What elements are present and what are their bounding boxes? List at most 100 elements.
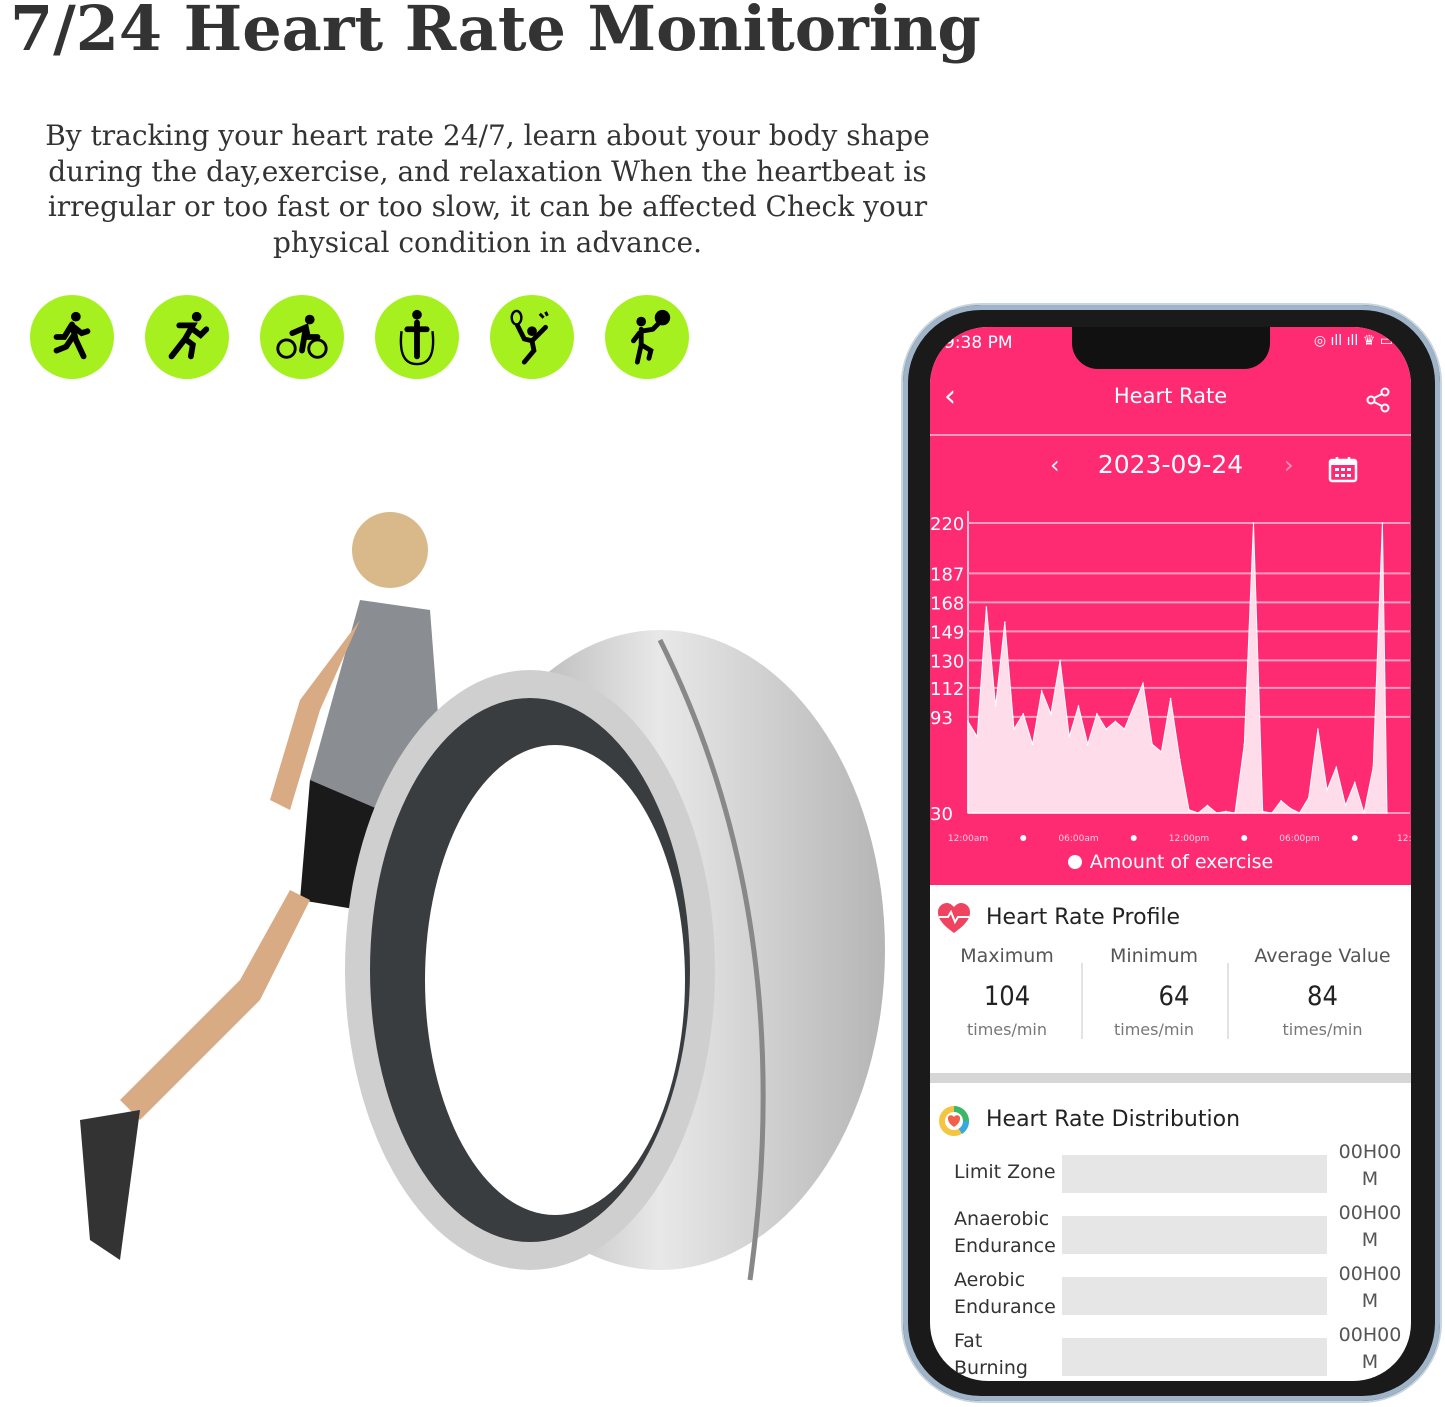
jump-rope-icon <box>375 295 459 379</box>
back-button[interactable]: ‹ <box>944 379 956 414</box>
stat-maximum: Maximum 104 times/min <box>932 945 1082 1039</box>
data-point <box>1132 705 1135 707</box>
y-tick-label: 30 <box>930 804 953 825</box>
zone-row: Aerobic Endurance 00H00 M <box>954 1263 1411 1335</box>
data-point <box>1363 812 1365 814</box>
data-point <box>1022 712 1025 715</box>
zone-value: 00H00 M <box>1338 1324 1402 1373</box>
y-tick-label: 168 <box>930 593 964 614</box>
status-icons: ◎ ıll ıll ♛ ▭ <box>1313 333 1393 349</box>
calendar-icon[interactable] <box>1328 455 1358 483</box>
data-point <box>1096 712 1098 715</box>
stat-value: 104 <box>983 981 1031 1012</box>
zone-value: 00H00 M <box>1338 1202 1402 1251</box>
cycling-icon <box>260 295 344 379</box>
zone-label: Aerobic Endurance <box>954 1269 1056 1318</box>
data-point <box>1013 728 1015 730</box>
header-divider <box>930 434 1411 436</box>
share-icon[interactable] <box>1365 387 1391 413</box>
zone-bar <box>1062 1216 1327 1254</box>
profile-title: Heart Rate Profile <box>986 905 1181 930</box>
x-tick-label: 06:00pm <box>1279 834 1319 844</box>
data-point <box>1215 812 1218 814</box>
phone-screen: 9:38 PM ◎ ıll ıll ♛ ▭ ‹ Heart Rate ‹ 202… <box>930 327 1411 1381</box>
distribution-chart-icon <box>939 1106 970 1136</box>
zone-bar <box>1062 1338 1327 1376</box>
data-point <box>1040 690 1043 692</box>
stat-label: Minimum <box>1109 945 1199 967</box>
stat-label: Maximum <box>960 945 1054 967</box>
stat-unit: times/min <box>1113 1020 1195 1039</box>
data-point <box>1188 809 1190 811</box>
y-tick-label: 112 <box>930 679 964 700</box>
heart-rate-area <box>967 522 1388 814</box>
data-point <box>1178 758 1181 761</box>
data-point <box>1225 810 1227 813</box>
data-point <box>1086 743 1089 746</box>
data-point <box>1031 743 1034 746</box>
legend-label: Amount of exercise <box>1089 851 1274 873</box>
data-point <box>976 735 979 738</box>
y-tick-label: 130 <box>930 651 964 672</box>
data-point <box>1068 735 1071 738</box>
stat-minimum: Minimum 64 times/min <box>1079 945 1229 1039</box>
distribution-title: Heart Rate Distribution <box>986 1107 1241 1132</box>
description: By tracking your heart rate 24/7, learn … <box>45 119 930 259</box>
data-point <box>994 705 997 707</box>
data-point <box>1050 712 1052 715</box>
running-icon <box>145 295 229 379</box>
zone-row: Limit Zone 00H00 M <box>954 1141 1411 1213</box>
data-point <box>1381 522 1384 524</box>
data-point <box>1252 522 1255 524</box>
date-label: 2023-09-24 <box>1097 450 1244 479</box>
stat-divider <box>1081 963 1083 1039</box>
zone-value: 00H00 M <box>1338 1141 1402 1190</box>
zone-value: 00H00 M <box>1338 1263 1402 1312</box>
headline: 7/24 Heart Rate Monitoring <box>10 0 981 65</box>
sport-icons <box>30 295 689 379</box>
chart-legend: Amount of exercise <box>930 851 1411 873</box>
data-point <box>1142 682 1144 685</box>
data-point <box>1059 659 1061 662</box>
heart-rate-chart: 220 187 168 149 130 112 93 30 12:00am 06:00am 12:0… <box>930 511 1411 844</box>
data-point <box>1243 743 1246 746</box>
x-tick-label: 12:00 <box>1397 834 1411 844</box>
data-point <box>1386 812 1388 814</box>
zone-row: Anaerobic Endurance 00H00 M <box>954 1202 1411 1274</box>
x-tick-dot <box>1130 835 1137 841</box>
data-point <box>1261 810 1264 813</box>
stat-label: Average Value <box>1254 945 1391 967</box>
data-point <box>1271 812 1273 814</box>
next-day-button[interactable]: › <box>1284 451 1294 479</box>
zone-bar <box>1062 1155 1327 1193</box>
stat-value: 64 <box>1158 981 1190 1012</box>
previous-day-button[interactable]: ‹ <box>1050 451 1060 479</box>
data-point <box>1197 812 1200 814</box>
x-tick-dot <box>1020 835 1027 841</box>
data-point <box>1372 766 1374 769</box>
data-point <box>1298 812 1301 814</box>
stat-unit: times/min <box>1282 1020 1363 1039</box>
data-point <box>1206 804 1209 807</box>
x-tick-dot <box>1241 835 1248 841</box>
zone-row: Fat Burning 00H00 M <box>954 1324 1411 1381</box>
data-point <box>1004 621 1006 624</box>
data-point <box>1160 751 1163 753</box>
data-point <box>1344 804 1347 807</box>
data-point <box>1317 728 1319 730</box>
data-point <box>985 606 988 608</box>
y-tick-label: 149 <box>930 622 964 643</box>
y-tick-label: 93 <box>930 708 953 729</box>
heart-pulse-icon <box>938 903 970 933</box>
data-point <box>1289 807 1292 810</box>
section-separator <box>930 1073 1411 1083</box>
zone-label: Limit Zone <box>954 1161 1056 1183</box>
y-tick-label: 220 <box>930 514 964 535</box>
x-tick-dot <box>1351 835 1358 841</box>
walking-icon <box>30 295 114 379</box>
data-point <box>1151 743 1153 746</box>
data-point <box>1280 799 1282 802</box>
camera-notch <box>1072 327 1270 369</box>
data-point <box>1326 789 1328 791</box>
data-point <box>1077 705 1080 707</box>
